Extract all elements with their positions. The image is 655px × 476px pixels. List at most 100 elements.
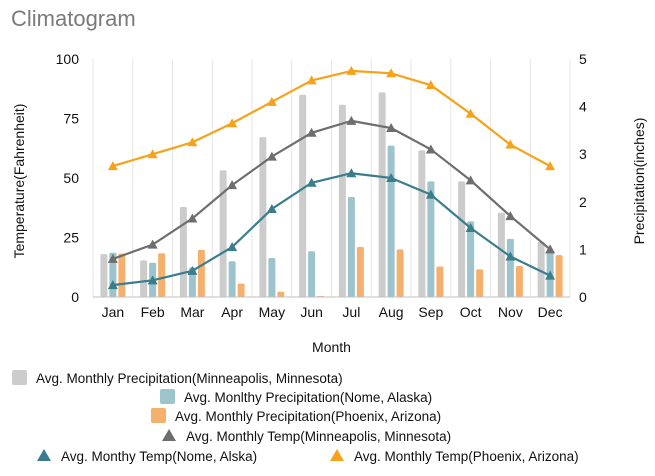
bar-avg-monthly-precipitation-phoenix-arizon (197, 249, 205, 297)
x-axis-label: Month (312, 339, 351, 355)
chart-title: Climatogram (11, 6, 136, 31)
marker-avg-monthly-temp-phoenix-arizona (266, 96, 277, 106)
bar-avg-monthly-precipitation-minneapolis-mi (418, 150, 426, 297)
x-tick-label: Jun (300, 304, 323, 320)
lines (107, 65, 556, 290)
x-tick-label: Sep (418, 304, 443, 320)
legend-label: Avg. Monthly Precipitation(Phoenix, Ariz… (175, 409, 441, 424)
line-avg-monthy-temp-nome-alska (112, 172, 551, 287)
x-tick-label: Apr (221, 304, 243, 320)
bar-avg-monthly-precipitation-phoenix-arizon (436, 266, 444, 297)
y-right-tick-label: 2 (579, 194, 587, 210)
line-avg-monthly-temp-phoenix-arizona (112, 69, 551, 168)
bar-avg-monthly-precipitation-phoenix-arizon (396, 249, 404, 297)
marker-avg-monthy-temp-nome-alska (187, 265, 198, 275)
marker-avg-monthy-temp-nome-alska (545, 270, 556, 280)
x-tick-label: Jan (102, 304, 125, 320)
y-left-tick-label: 100 (56, 51, 80, 67)
marker-avg-monthy-temp-nome-alska (306, 177, 317, 187)
bar-avg-monlthy-precipitation-nome-alaska (506, 238, 514, 297)
legend-label: Avg. Monthly Temp(Phoenix, Arizona) (354, 449, 579, 464)
bar-avg-monthly-precipitation-minneapolis-mi (299, 94, 307, 297)
bar-avg-monthly-precipitation-phoenix-arizon (515, 266, 523, 297)
y-right-tick-label: 3 (579, 146, 587, 162)
bar-avg-monlthy-precipitation-nome-alaska (427, 181, 435, 297)
y-left-tick-label: 0 (71, 289, 79, 305)
marker-avg-monthly-temp-minneapolis-minnesota (465, 175, 476, 185)
legend-label: Avg. Monlthy Precipitation(Nome, Alaska) (184, 390, 432, 405)
marker-avg-monthly-temp-phoenix-arizona (346, 65, 357, 75)
legend-marker (162, 429, 176, 441)
legend-marker (37, 449, 51, 461)
bar-avg-monthly-precipitation-minneapolis-mi (140, 260, 148, 297)
marker-avg-monthly-temp-minneapolis-minnesota (107, 253, 118, 263)
marker-avg-monthy-temp-nome-alska (346, 168, 357, 178)
bar-avg-monthly-precipitation-phoenix-arizon (555, 255, 563, 297)
bar-avg-monlthy-precipitation-nome-alaska (308, 251, 316, 297)
legend-label: Avg. Monthy Temp(Nome, Alska) (61, 449, 257, 464)
y-right-tick-label: 4 (579, 99, 587, 115)
y-right-tick-label: 0 (579, 289, 587, 305)
y-left-tick-label: 75 (63, 111, 79, 127)
bar-avg-monthly-precipitation-minneapolis-mi (100, 254, 108, 297)
bar-avg-monthly-precipitation-phoenix-arizon (356, 247, 364, 297)
marker-avg-monthy-temp-nome-alska (465, 222, 476, 232)
axes: 0 25 50 75 100 0 1 2 3 4 5 Jan Feb Mar Apr May Jun Jul Aug… (11, 51, 647, 355)
marker-avg-monthy-temp-nome-alska (107, 280, 118, 290)
bar-avg-monthly-precipitation-minneapolis-mi (537, 241, 545, 297)
marker-avg-monthly-temp-phoenix-arizona (227, 118, 238, 128)
legend-marker (330, 449, 344, 461)
legend-label: Avg. Monthly Precipitation(Minneapolis, … (36, 371, 343, 386)
marker-avg-monthly-temp-minneapolis-minnesota (425, 144, 436, 154)
marker-avg-monthly-temp-minneapolis-minnesota (346, 115, 357, 125)
marker-avg-monthy-temp-nome-alska (386, 173, 397, 182)
bar-avg-monthly-precipitation-minneapolis-mi (497, 212, 505, 297)
legend-label: Avg. Monthly Temp(Minneapolis, Minnesota… (186, 429, 451, 444)
marker-avg-monthy-temp-nome-alska (147, 275, 158, 285)
x-tick-label: Mar (180, 304, 204, 320)
y-left-tick-label: 25 (63, 230, 79, 246)
x-tick-label: Feb (141, 304, 165, 320)
marker-avg-monthly-temp-minneapolis-minnesota (386, 123, 397, 133)
bar-avg-monlthy-precipitation-nome-alaska (387, 145, 395, 297)
marker-avg-monthy-temp-nome-alska (227, 242, 238, 252)
legend-swatch (12, 370, 27, 385)
x-tick-label: Oct (460, 304, 482, 320)
marker-avg-monthly-temp-phoenix-arizona (505, 139, 516, 149)
y-right-axis-label: Precipitation(inches) (631, 118, 647, 245)
bar-avg-monthly-precipitation-minneapolis-mi (179, 207, 187, 297)
marker-avg-monthly-temp-phoenix-arizona (545, 161, 556, 171)
bar-avg-monthly-precipitation-minneapolis-mi (378, 92, 386, 297)
marker-avg-monthy-temp-nome-alska (425, 189, 436, 199)
marker-avg-monthy-temp-nome-alska (266, 203, 277, 213)
y-left-tick-label: 50 (63, 170, 79, 186)
bar-avg-monthly-precipitation-minneapolis-mi (219, 170, 227, 297)
bar-avg-monthly-precipitation-phoenix-arizon (118, 253, 126, 297)
bar-avg-monthly-precipitation-phoenix-arizon (277, 291, 285, 297)
y-right-tick-label: 1 (579, 241, 587, 257)
x-tick-label: May (259, 304, 285, 320)
marker-avg-monthly-temp-phoenix-arizona (187, 137, 198, 147)
bar-avg-monlthy-precipitation-nome-alaska (228, 261, 236, 297)
marker-avg-monthly-temp-minneapolis-minnesota (545, 244, 556, 254)
bar-avg-monlthy-precipitation-nome-alaska (467, 221, 475, 297)
marker-avg-monthly-temp-minneapolis-minnesota (227, 180, 238, 190)
marker-avg-monthly-temp-minneapolis-minnesota (266, 151, 277, 161)
marker-avg-monthly-temp-phoenix-arizona (306, 75, 317, 85)
bar-avg-monlthy-precipitation-nome-alaska (347, 197, 355, 297)
legend-swatch (151, 408, 166, 423)
marker-avg-monthly-temp-phoenix-arizona (425, 80, 436, 90)
legend: Avg. Monthly Precipitation(Minneapolis, … (12, 370, 579, 464)
legend-swatch (160, 389, 175, 404)
marker-avg-monthly-temp-minneapolis-minnesota (306, 127, 317, 137)
x-tick-label: Aug (379, 304, 404, 320)
y-right-tick-label: 5 (579, 51, 587, 67)
marker-avg-monthly-temp-phoenix-arizona (386, 68, 397, 78)
line-avg-monthly-temp-minneapolis-minnesota (112, 119, 551, 260)
bar-avg-monthly-precipitation-phoenix-arizon (158, 253, 166, 297)
x-tick-label: Nov (498, 304, 523, 320)
x-tick-label: Dec (538, 304, 563, 320)
bar-avg-monthly-precipitation-minneapolis-mi (338, 104, 346, 297)
marker-avg-monthly-temp-phoenix-arizona (147, 149, 158, 159)
y-left-axis-label: Temperature(Fahrenheit) (11, 104, 27, 259)
